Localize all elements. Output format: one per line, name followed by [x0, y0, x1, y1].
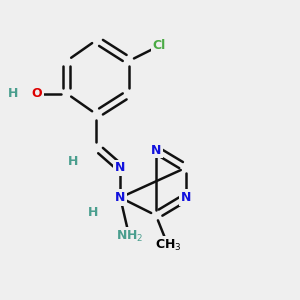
Text: H: H	[68, 155, 78, 168]
Text: N: N	[151, 143, 161, 157]
Text: O: O	[32, 87, 42, 100]
Text: N: N	[181, 191, 191, 204]
Text: Cl: Cl	[152, 40, 166, 52]
Text: H: H	[8, 87, 19, 100]
Text: N: N	[115, 191, 125, 204]
Text: N: N	[115, 161, 125, 174]
Text: NH$_2$: NH$_2$	[116, 229, 143, 244]
Text: CH$_3$: CH$_3$	[154, 238, 181, 253]
Text: H: H	[88, 206, 99, 219]
